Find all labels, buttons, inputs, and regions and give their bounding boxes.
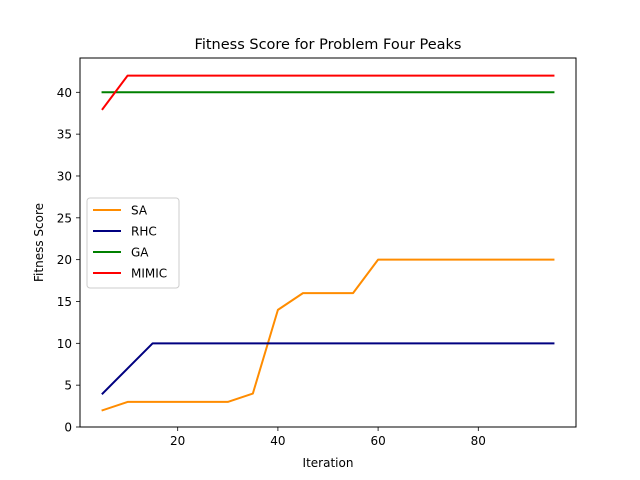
chart-title: Fitness Score for Problem Four Peaks [195,37,462,53]
legend-label-rhc: RHC [131,225,157,239]
x-axis: 20 40 60 80 [170,427,486,448]
series-line-mimic [101,74,555,111]
plot-frame [79,57,577,428]
y-tick-label: 35 [57,128,72,142]
y-tick-label: 25 [57,211,72,225]
legend-label-mimic: MIMIC [131,267,167,281]
y-tick-label: 15 [57,295,72,309]
x-tick-label: 60 [370,434,385,448]
y-axis-label: Fitness Score [32,203,46,282]
series-line-sa [101,258,555,412]
y-tick-label: 40 [57,86,72,100]
x-tick-label: 20 [170,434,185,448]
y-tick-label: 10 [57,337,72,351]
x-tick-label: 40 [270,434,285,448]
y-tick-label: 5 [64,379,72,393]
legend-label-sa: SA [131,204,148,218]
y-tick-label: 30 [57,169,72,183]
x-axis-label: Iteration [303,456,354,470]
legend: SA RHC GA MIMIC [86,197,180,289]
plot-series [101,74,555,412]
y-axis: 0 5 10 15 20 25 30 35 40 [57,86,80,435]
legend-label-ga: GA [131,246,149,260]
y-tick-label: 0 [64,421,72,435]
x-tick-label: 80 [471,434,486,448]
y-tick-label: 20 [57,253,72,267]
series-line-rhc [101,342,555,395]
legend-box [86,197,180,289]
